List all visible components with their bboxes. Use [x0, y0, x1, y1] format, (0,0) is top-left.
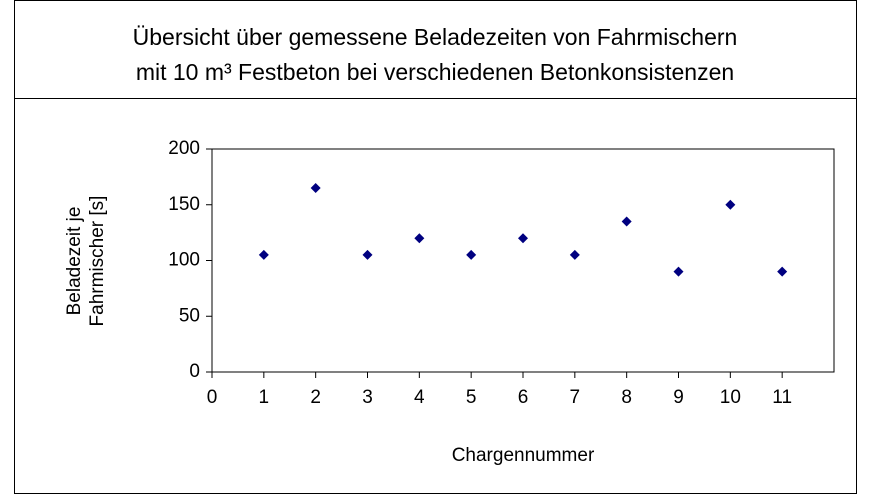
- y-tick-label: 50: [179, 305, 200, 326]
- x-tick-label: 1: [259, 387, 270, 408]
- y-tick-label: 0: [189, 361, 200, 382]
- x-tick-label: 6: [518, 387, 529, 408]
- data-point: [621, 216, 632, 227]
- x-tick-label: 3: [362, 387, 373, 408]
- data-point: [414, 233, 425, 244]
- data-point: [673, 266, 684, 277]
- x-tick-label: 4: [414, 387, 425, 408]
- y-tick-label: 100: [168, 250, 200, 271]
- x-tick-label: 9: [673, 387, 684, 408]
- x-tick-label: 7: [570, 387, 581, 408]
- x-tick-label: 0: [207, 387, 218, 408]
- y-axis-label: Fahrmischer [s]: [87, 196, 108, 327]
- y-tick-label: 150: [168, 194, 200, 215]
- x-axis-label: Chargennummer: [452, 445, 595, 466]
- x-tick-label: 5: [466, 387, 477, 408]
- y-axis-label: Beladezeit je: [64, 207, 85, 316]
- chart-frame: [14, 0, 857, 494]
- chart-title: Übersicht über gemessene Beladezeiten vo…: [133, 24, 738, 50]
- data-point: [777, 266, 788, 277]
- data-point: [362, 249, 373, 260]
- x-tick-label: 2: [310, 387, 321, 408]
- data-point: [310, 183, 321, 194]
- data-point: [518, 233, 528, 244]
- chart-title: mit 10 m³ Festbeton bei verschiedenen Be…: [136, 59, 734, 85]
- data-point: [466, 249, 477, 260]
- data-point: [258, 249, 269, 260]
- x-tick-label: 11: [772, 387, 792, 408]
- y-tick-label: 200: [168, 138, 200, 159]
- x-tick-label: 10: [720, 387, 741, 408]
- data-point: [725, 199, 736, 210]
- data-point: [569, 249, 580, 260]
- x-tick-label: 8: [621, 387, 632, 408]
